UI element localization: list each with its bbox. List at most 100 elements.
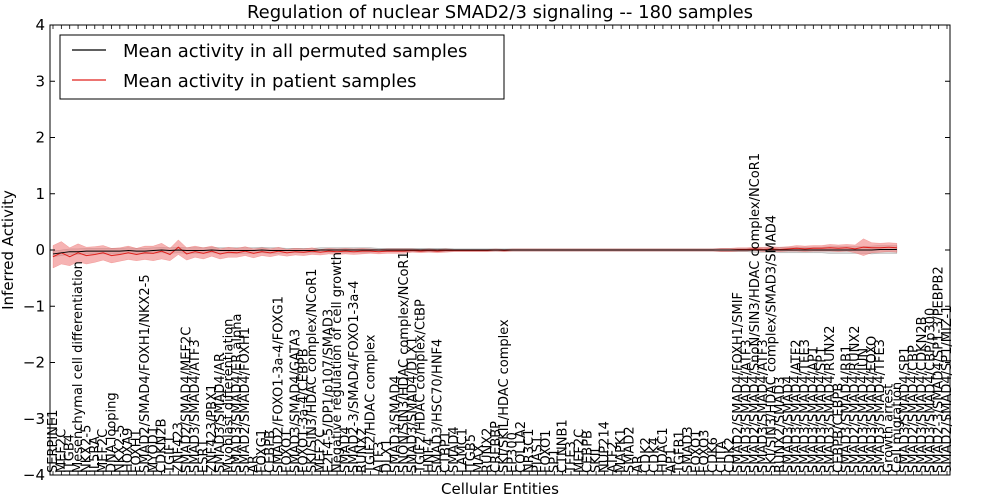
category-label: TGIF2/HDAC complex xyxy=(364,334,379,474)
category-label: ZNF423 xyxy=(171,422,186,473)
category-label: CIITA xyxy=(714,440,729,473)
category-label: SMAD3/SMAD4/TFE3 xyxy=(873,339,888,473)
category-label: SMAD3/SMAD4/ATF2 xyxy=(790,339,805,473)
category-label: FOXO1 xyxy=(539,430,554,473)
y-tick-label: 0 xyxy=(35,241,45,259)
category-label: AR xyxy=(631,455,646,473)
category-label: SMAD3 xyxy=(681,426,696,473)
category-label: SKI/SIN3/HDAC complex/NCoR1 xyxy=(305,269,320,473)
y-tick-label: 3 xyxy=(35,72,45,90)
category-label: FOXO3 xyxy=(698,430,713,473)
category-label: CTBP1 xyxy=(439,431,454,473)
category-label: SMAD3/SMAD4/ER alpha xyxy=(230,314,245,473)
category-label: SMAD2/SMAD4/SnoN/SIN3/HDAC complex/NCoR1 xyxy=(748,153,763,473)
category-label: MAX xyxy=(472,444,487,473)
category-label: SMAD2/SMAD4/RUNX2 xyxy=(848,326,863,474)
y-tick-label: 4 xyxy=(35,16,45,34)
series-lines xyxy=(52,246,897,258)
category-label: TGFB1 xyxy=(673,430,688,474)
category-label: ESR1 xyxy=(196,439,211,473)
y-axis-label: Inferred Activity xyxy=(0,190,17,310)
legend-label-patient: Mean activity in patient samples xyxy=(123,71,417,92)
category-label: SMAD3/SMAD4/CBP/p300 xyxy=(923,308,938,473)
category-label: CDK2 xyxy=(639,437,654,473)
category-label: SMAD3/SMAD4/SP1 xyxy=(815,347,830,473)
category-label: SMAD2/SMAD4/FOXH1 xyxy=(238,327,253,473)
category-label: HOXA9 xyxy=(121,428,136,473)
category-label: SKI/SKIL/HDAC complex xyxy=(497,319,512,473)
plot-frame xyxy=(49,24,951,476)
category-label: SMAD3/SMAD4/RB1 xyxy=(840,345,855,473)
category-label: CDK2 xyxy=(723,437,738,473)
category-label: TGIF1 xyxy=(163,435,178,474)
category-label: SMAD4 xyxy=(338,426,353,473)
category-label: NUP214 xyxy=(597,421,612,473)
category-label: MEF2C xyxy=(313,429,328,473)
legend: Mean activity in all permuted samples Me… xyxy=(59,34,505,100)
category-label: CDK6 xyxy=(706,437,721,473)
category-label: Negative regulation of cell growth xyxy=(330,252,345,473)
x-axis-ticks xyxy=(52,25,948,475)
category-label: SMAD2 xyxy=(623,426,638,473)
category-label: Growth arrest xyxy=(882,384,897,473)
category-label: MEF2C xyxy=(96,429,111,473)
category-label: SMAD2/SMAD4/FOXH1/NKX2-5 xyxy=(138,274,153,473)
category-label: Mesenchymal cell differentiation xyxy=(71,261,86,473)
y-tick-label: 1 xyxy=(35,185,45,203)
category-label: SMAD2-3/SMAD4/FOXO1-3a-4 xyxy=(347,281,362,473)
category-label: SMAD2-3/SMAD4/SP1-3/PEBPB2 xyxy=(932,266,947,473)
category-label: E2F4-5/DP1/p107/SMAD3 xyxy=(322,309,337,473)
category-label: SKI/SIN3/HDAC complex/SMAD3/SMAD4 xyxy=(765,215,780,473)
category-label: RUNX2/SMAD3 xyxy=(773,377,788,473)
category-label: MEF2C xyxy=(572,429,587,473)
category-label: EP300 xyxy=(506,432,521,473)
y-tick-label: −2 xyxy=(23,354,45,372)
category-label: TGIF2/HDAC complex/CtBP xyxy=(414,299,429,474)
category-label: COL1A2 xyxy=(514,421,529,473)
x-axis-label: Cellular Entities xyxy=(441,480,559,498)
category-label: FOXH1 xyxy=(130,429,145,473)
category-label: FOXO1-3a-4/CEBPB xyxy=(297,348,312,473)
category-label: CEBPB/CEBPB xyxy=(831,383,846,473)
category-label: SMAD3/SMAD4/AR xyxy=(213,353,228,473)
category-label: SMAD3/SMAD4/ATF3 xyxy=(756,339,771,473)
category-label: HNF4 xyxy=(422,438,437,473)
category-label: LAMC1 xyxy=(455,428,470,473)
category-label: DLX1 xyxy=(380,439,395,473)
category-label: SMAD3/HSC70/HNF4 xyxy=(430,339,445,473)
category-label: Cell migration xyxy=(890,382,905,473)
category-label: ATF3 xyxy=(372,441,387,473)
category-label: SMAD2/SMAD4/SP1/MIZ-1 xyxy=(940,306,955,473)
category-label: CEBPB xyxy=(263,430,278,473)
category-label: SMAD3/SMAD4/JUN xyxy=(856,348,871,473)
category-label: SNON/SIN3/HDAC complex/NCoR1 xyxy=(397,251,412,473)
category-label: NKX2-5 xyxy=(79,425,94,473)
series-line-permuted xyxy=(52,248,897,255)
category-label: ITGB5 xyxy=(464,434,479,473)
category-label: FOXO1 xyxy=(280,430,295,473)
category-label: AR xyxy=(247,455,262,473)
category-label: CDKN2B xyxy=(155,418,170,473)
category-label: SMAD3/SMAD4 xyxy=(389,375,404,473)
category-label: SP1 xyxy=(547,449,562,473)
category-label: SMAD3/SMAD4/CDKN2B xyxy=(915,316,930,473)
category-label: SMAD2/SMAD4/FOXH1/SMIF xyxy=(731,292,746,473)
y-tick-label: −1 xyxy=(23,297,45,315)
category-label: NR3C1 xyxy=(522,429,537,473)
y-tick-label: −3 xyxy=(23,410,45,428)
category-label: SMAD3/SMAD4/FOXO xyxy=(865,336,880,473)
y-tick-label: −4 xyxy=(23,466,45,484)
category-label: CTNNB1 xyxy=(556,419,571,473)
category-label: IL5RA xyxy=(88,436,103,473)
category-label: TFE3 xyxy=(564,441,579,474)
category-label: SMAD2/SMAD4/MEF2C xyxy=(180,327,195,473)
category-label: NKX2-5 xyxy=(113,425,128,473)
category-label: MEF2C xyxy=(54,429,69,473)
category-label: SMAD3/SMAD4/AP1 xyxy=(806,346,821,473)
category-label: AP1 xyxy=(664,448,679,473)
chart-title: Regulation of nuclear SMAD2/3 signaling … xyxy=(247,2,753,23)
legend-box xyxy=(59,34,505,100)
category-label: CDK4 xyxy=(648,437,663,473)
category-label: SMAD3/SMAD4/DLX1 xyxy=(405,337,420,473)
